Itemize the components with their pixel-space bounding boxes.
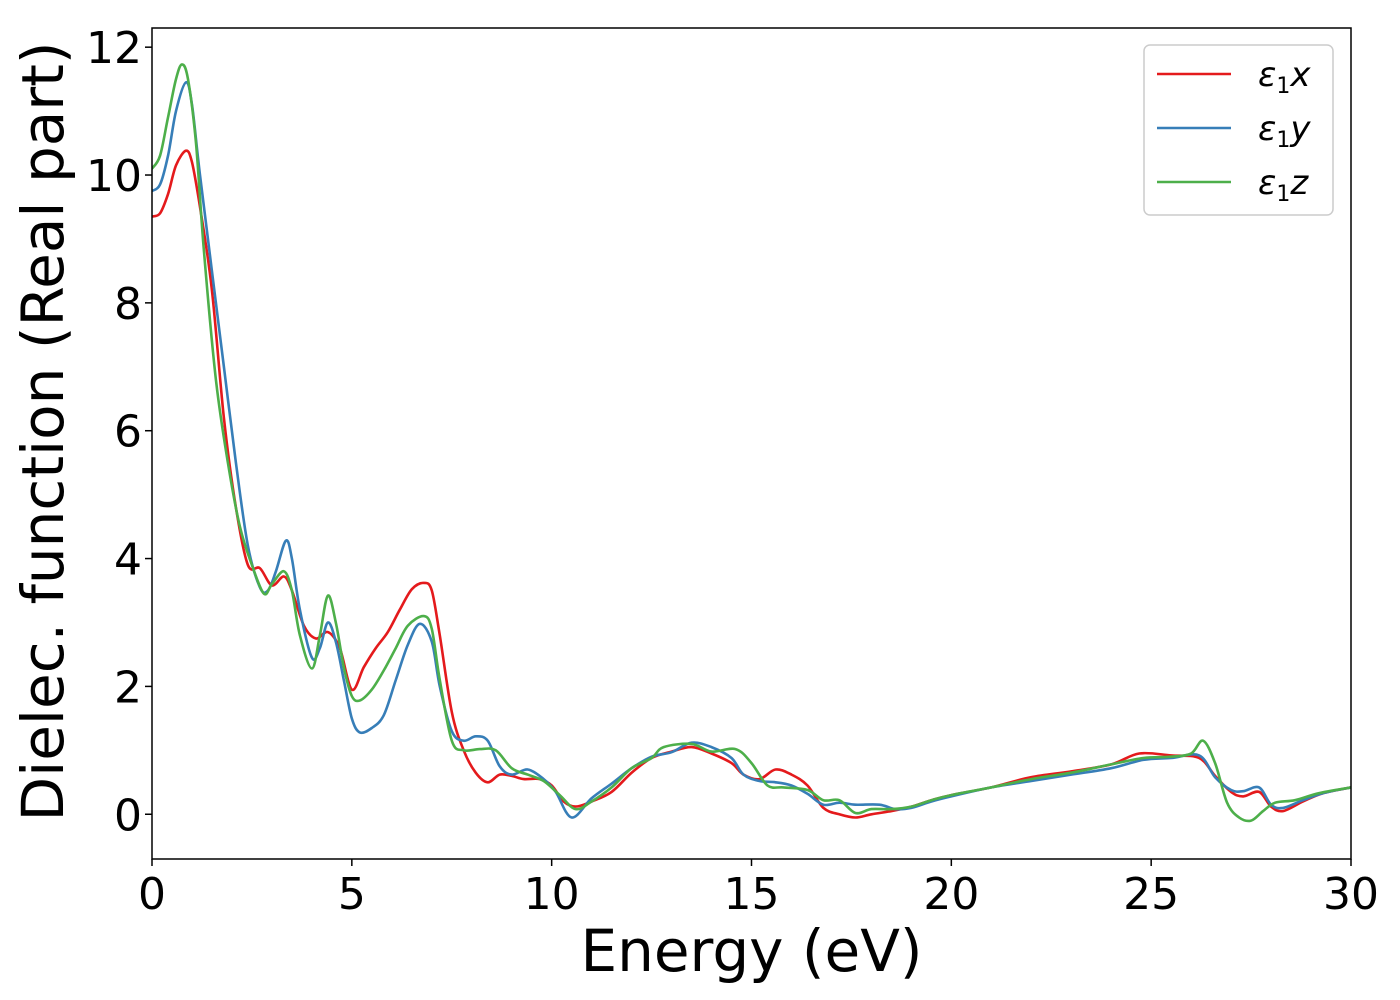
legend-label: ε1y — [1258, 109, 1311, 153]
legend-item-x: ε1x — [1157, 55, 1311, 99]
legend-box — [1143, 44, 1334, 216]
x-tick-label: 0 — [138, 869, 166, 920]
x-axis: 0 5 10 15 20 25 30 — [138, 859, 1379, 920]
legend-label: ε1x — [1258, 55, 1311, 99]
legend: ε1x ε1y ε1z — [1143, 44, 1334, 216]
x-tick-label: 25 — [1123, 869, 1179, 920]
y-axis-label: Dielec. function (Real part) — [9, 41, 77, 821]
x-tick-label: 5 — [338, 869, 366, 920]
x-tick-label: 30 — [1323, 869, 1379, 920]
series-line-z — [152, 63, 1351, 823]
legend-label: ε1z — [1258, 163, 1309, 207]
series-layer — [152, 63, 1351, 823]
y-tick-label: 8 — [114, 279, 142, 330]
y-tick-label: 2 — [114, 662, 142, 713]
x-tick-label: 10 — [524, 869, 580, 920]
legend-item-y: ε1y — [1157, 109, 1311, 153]
x-tick-label: 20 — [923, 869, 979, 920]
y-axis: 0 2 4 6 8 10 12 — [86, 23, 152, 841]
y-tick-label: 6 — [114, 407, 142, 458]
y-tick-label: 4 — [114, 535, 142, 586]
y-tick-label: 0 — [114, 790, 142, 841]
y-tick-label: 10 — [86, 151, 142, 202]
y-tick-label: 12 — [86, 23, 142, 74]
x-axis-label: Energy (eV) — [580, 917, 922, 985]
x-tick-label: 15 — [724, 869, 780, 920]
legend-item-z: ε1z — [1157, 163, 1309, 207]
